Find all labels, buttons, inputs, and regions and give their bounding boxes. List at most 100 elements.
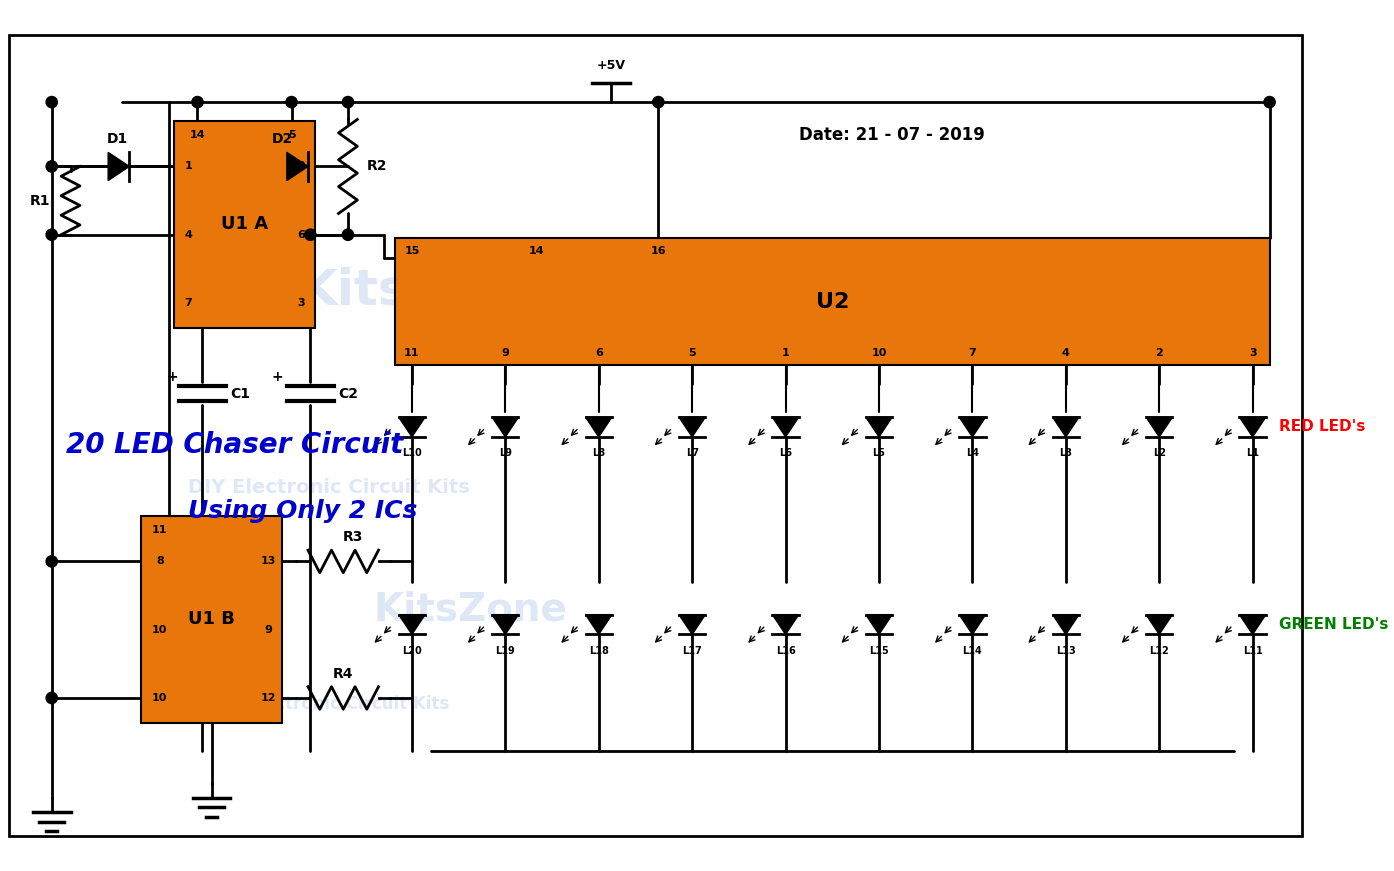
Circle shape xyxy=(1264,97,1276,108)
Text: U1 A: U1 A xyxy=(220,215,268,233)
Polygon shape xyxy=(399,417,425,437)
Polygon shape xyxy=(866,417,892,437)
Text: 4: 4 xyxy=(184,230,192,240)
Text: 1: 1 xyxy=(782,348,789,358)
Polygon shape xyxy=(1239,615,1266,634)
Text: C1: C1 xyxy=(230,387,251,401)
Text: D2: D2 xyxy=(272,132,293,145)
Text: R1: R1 xyxy=(31,193,50,207)
Text: 11: 11 xyxy=(404,348,420,358)
Text: C2: C2 xyxy=(339,387,358,401)
Text: 5: 5 xyxy=(689,348,696,358)
FancyBboxPatch shape xyxy=(174,121,315,327)
Polygon shape xyxy=(585,615,612,634)
Text: 15: 15 xyxy=(404,246,420,256)
Text: L10: L10 xyxy=(401,449,422,458)
Circle shape xyxy=(343,97,354,108)
Text: L19: L19 xyxy=(495,645,516,656)
Text: Using Only 2 ICs: Using Only 2 ICs xyxy=(188,499,417,523)
Text: KitsZone: KitsZone xyxy=(374,591,567,629)
Text: DIY Electronic Circuit Kits: DIY Electronic Circuit Kits xyxy=(188,478,470,497)
Circle shape xyxy=(46,692,57,704)
Text: 5: 5 xyxy=(287,131,296,140)
Polygon shape xyxy=(1239,417,1266,437)
Text: 8: 8 xyxy=(156,557,163,566)
Polygon shape xyxy=(959,417,986,437)
Text: 6: 6 xyxy=(297,230,305,240)
Text: 9: 9 xyxy=(502,348,509,358)
Polygon shape xyxy=(492,417,519,437)
Polygon shape xyxy=(679,615,705,634)
Text: L14: L14 xyxy=(962,645,983,656)
Text: +: + xyxy=(272,370,283,384)
Polygon shape xyxy=(772,615,799,634)
Text: 14: 14 xyxy=(528,246,544,256)
Circle shape xyxy=(305,229,316,240)
Polygon shape xyxy=(109,152,130,180)
Text: 12: 12 xyxy=(261,693,276,703)
Text: L20: L20 xyxy=(401,645,422,656)
Text: 3: 3 xyxy=(1249,348,1256,358)
Text: 6: 6 xyxy=(595,348,602,358)
Circle shape xyxy=(192,97,204,108)
Polygon shape xyxy=(1146,615,1172,634)
Text: 3: 3 xyxy=(297,298,305,308)
Text: R2: R2 xyxy=(367,159,388,173)
Text: +5V: +5V xyxy=(597,59,626,72)
Text: 10: 10 xyxy=(871,348,887,358)
Text: U1 B: U1 B xyxy=(188,611,236,628)
Polygon shape xyxy=(866,615,892,634)
Text: 7: 7 xyxy=(184,298,192,308)
Text: L7: L7 xyxy=(686,449,698,458)
Text: L11: L11 xyxy=(1243,645,1263,656)
Text: 14: 14 xyxy=(190,131,205,140)
Text: +: + xyxy=(166,370,178,384)
Text: 2: 2 xyxy=(297,161,305,172)
Polygon shape xyxy=(772,417,799,437)
Text: 1: 1 xyxy=(184,161,192,172)
Text: RED LED's: RED LED's xyxy=(1278,419,1365,434)
Text: DIY Electronic Circuit Kits: DIY Electronic Circuit Kits xyxy=(209,695,449,713)
Text: L5: L5 xyxy=(873,449,885,458)
FancyBboxPatch shape xyxy=(395,239,1270,366)
Text: Date: 21 - 07 - 2019: Date: 21 - 07 - 2019 xyxy=(799,126,986,144)
Text: GREEN LED's: GREEN LED's xyxy=(1278,617,1388,631)
Text: L3: L3 xyxy=(1059,449,1072,458)
Text: R4: R4 xyxy=(333,667,354,681)
Text: 16: 16 xyxy=(651,246,666,256)
Text: 4: 4 xyxy=(1062,348,1069,358)
Circle shape xyxy=(46,97,57,108)
Polygon shape xyxy=(585,417,612,437)
Text: 20 LED Chaser Circuit: 20 LED Chaser Circuit xyxy=(66,431,403,459)
Text: L8: L8 xyxy=(592,449,605,458)
Text: 7: 7 xyxy=(969,348,976,358)
Text: L17: L17 xyxy=(682,645,703,656)
Text: L15: L15 xyxy=(868,645,889,656)
Text: D1: D1 xyxy=(107,132,128,145)
Polygon shape xyxy=(1052,615,1079,634)
Text: L18: L18 xyxy=(588,645,609,656)
Text: L6: L6 xyxy=(779,449,792,458)
Text: U2: U2 xyxy=(815,292,849,312)
Polygon shape xyxy=(492,615,519,634)
Text: 13: 13 xyxy=(261,557,276,566)
Circle shape xyxy=(46,229,57,240)
Circle shape xyxy=(46,556,57,567)
Polygon shape xyxy=(399,615,425,634)
Text: 2: 2 xyxy=(1156,348,1163,358)
Text: L12: L12 xyxy=(1150,645,1170,656)
Text: L2: L2 xyxy=(1153,449,1165,458)
Polygon shape xyxy=(287,152,308,180)
Circle shape xyxy=(286,97,297,108)
Polygon shape xyxy=(959,615,986,634)
Text: 9: 9 xyxy=(263,625,272,635)
Circle shape xyxy=(46,161,57,172)
Text: 10: 10 xyxy=(152,625,167,635)
Polygon shape xyxy=(1052,417,1079,437)
Text: L13: L13 xyxy=(1055,645,1076,656)
Text: KitsZone: KitsZone xyxy=(298,267,548,314)
Polygon shape xyxy=(1146,417,1172,437)
Polygon shape xyxy=(679,417,705,437)
Text: L16: L16 xyxy=(775,645,796,656)
Text: 11: 11 xyxy=(152,525,167,536)
